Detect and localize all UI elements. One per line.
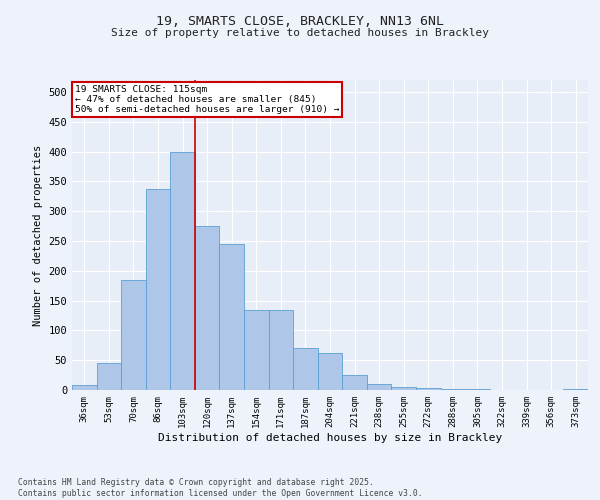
Bar xyxy=(170,152,195,390)
Text: Size of property relative to detached houses in Brackley: Size of property relative to detached ho… xyxy=(111,28,489,38)
Bar xyxy=(269,310,293,390)
Bar xyxy=(416,388,440,390)
Bar xyxy=(342,375,367,390)
Bar xyxy=(97,362,121,390)
Bar xyxy=(121,280,146,390)
Bar xyxy=(220,244,244,390)
Bar xyxy=(146,188,170,390)
Bar xyxy=(293,348,318,390)
Bar xyxy=(244,310,269,390)
Bar xyxy=(563,389,588,390)
X-axis label: Distribution of detached houses by size in Brackley: Distribution of detached houses by size … xyxy=(158,432,502,442)
Text: Contains HM Land Registry data © Crown copyright and database right 2025.
Contai: Contains HM Land Registry data © Crown c… xyxy=(18,478,422,498)
Bar xyxy=(367,384,391,390)
Bar xyxy=(318,353,342,390)
Bar xyxy=(391,387,416,390)
Bar xyxy=(440,389,465,390)
Bar xyxy=(195,226,220,390)
Text: 19, SMARTS CLOSE, BRACKLEY, NN13 6NL: 19, SMARTS CLOSE, BRACKLEY, NN13 6NL xyxy=(156,15,444,28)
Bar xyxy=(72,385,97,390)
Y-axis label: Number of detached properties: Number of detached properties xyxy=(33,144,43,326)
Text: 19 SMARTS CLOSE: 115sqm
← 47% of detached houses are smaller (845)
50% of semi-d: 19 SMARTS CLOSE: 115sqm ← 47% of detache… xyxy=(74,84,339,114)
